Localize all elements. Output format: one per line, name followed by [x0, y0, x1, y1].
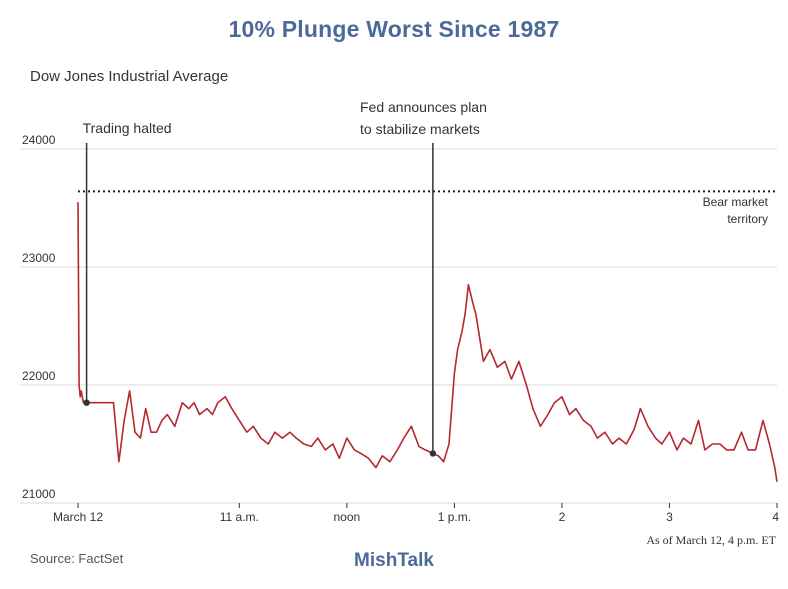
source-note: Source: FactSet: [30, 551, 124, 566]
trading-halted-dot: [83, 399, 90, 406]
series-layer: [77, 202, 778, 482]
annotation-layer: Trading halted Fed announces plan to stabi…: [83, 99, 769, 457]
y-tick-label: 24000: [22, 133, 56, 147]
y-tick-label: 22000: [22, 369, 56, 383]
x-tick-label: 11 a.m.: [220, 510, 259, 524]
chart-title: 10% Plunge Worst Since 1987: [228, 16, 560, 42]
x-tick-label: March 12: [53, 510, 103, 524]
as-of-note: As of March 12, 4 p.m. ET: [646, 533, 776, 547]
brand-label: MishTalk: [354, 550, 434, 571]
bear-market-label-line1: Bear market: [703, 195, 769, 209]
x-tick-label: 3: [666, 510, 673, 524]
bear-market-label-line2: territory: [727, 212, 768, 226]
fed-plan-label-line2: to stabilize markets: [360, 121, 480, 137]
dow-series-line: [77, 202, 778, 482]
chart-subtitle: Dow Jones Industrial Average: [30, 68, 229, 85]
fed-plan-label-line1: Fed announces plan: [360, 99, 487, 115]
trading-halted-label: Trading halted: [83, 120, 172, 136]
x-tick-label: 2: [559, 510, 566, 524]
grid-layer: [20, 148, 777, 504]
axis-layer: 24000 23000 22000 21000 March 12 11 a.m. noon 1…: [22, 133, 779, 524]
y-tick-label: 23000: [22, 251, 56, 265]
fed-plan-dot: [429, 450, 437, 457]
y-tick-label: 21000: [22, 487, 56, 501]
x-tick-label: noon: [333, 510, 360, 524]
x-tick-label: 4: [772, 510, 779, 524]
x-tick-label: 1 p.m.: [438, 510, 471, 524]
